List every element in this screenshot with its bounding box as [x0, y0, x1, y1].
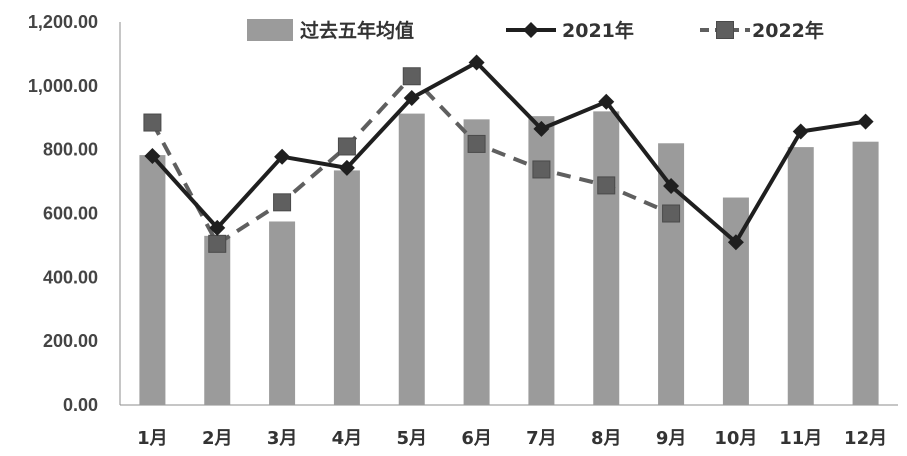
- legend: 过去五年均值 2021年 2022年: [247, 19, 824, 42]
- x-tick-label: 3月: [267, 428, 298, 449]
- series-2022-point: [143, 113, 162, 132]
- y-tick-label: 1,200.00: [28, 12, 98, 32]
- y-tick-label: 1,000.00: [28, 76, 98, 96]
- series-2022-point: [273, 193, 292, 212]
- legend-label-2022: 2022年: [752, 19, 824, 42]
- y-tick-label: 200.00: [43, 331, 98, 351]
- series-2021-point: [468, 54, 485, 71]
- line-series-group: [143, 54, 874, 253]
- bar-series-five-year-average: [139, 111, 879, 406]
- series-2021-point: [209, 219, 226, 236]
- series-2021-point: [338, 159, 355, 176]
- bar: [787, 147, 814, 405]
- y-tick-label: 600.00: [43, 204, 98, 224]
- series-2021-point: [144, 148, 161, 165]
- bar: [269, 221, 296, 405]
- bar: [852, 141, 879, 405]
- bar: [204, 235, 231, 405]
- x-tick-label: 12月: [844, 428, 887, 449]
- bar: [528, 116, 555, 405]
- y-tick-label: 800.00: [43, 140, 98, 160]
- series-2021-point: [274, 148, 291, 165]
- x-tick-label: 5月: [396, 428, 427, 449]
- legend-label-five-year-average: 过去五年均值: [300, 19, 414, 42]
- x-tick-label: 9月: [656, 428, 687, 449]
- bar: [398, 113, 425, 405]
- x-tick-label: 2月: [202, 428, 233, 449]
- series-2022-point: [208, 234, 227, 253]
- series-2022-point: [597, 176, 616, 195]
- series-2021-point: [727, 234, 744, 251]
- y-axis: 0.00 200.00 400.00 600.00 800.00 1,000.00 1,20…: [28, 12, 121, 415]
- series-2021-point: [663, 178, 680, 195]
- legend-swatch-five-year-average: [247, 19, 293, 41]
- series-2021-line: [150, 60, 866, 245]
- legend-swatch-2021-marker: [523, 22, 539, 38]
- series-2022-point: [402, 67, 421, 86]
- legend-swatch-2022-marker: [716, 21, 734, 39]
- x-tick-label: 6月: [461, 428, 492, 449]
- x-tick-label: 4月: [332, 428, 363, 449]
- series-2021-point: [857, 113, 874, 130]
- bar: [333, 170, 360, 405]
- series-2022-point: [662, 204, 681, 223]
- x-tick-label: 11月: [779, 428, 822, 449]
- x-tick-label: 10月: [714, 428, 757, 449]
- bar: [593, 111, 620, 405]
- y-tick-label: 400.00: [43, 267, 98, 287]
- x-axis: 1月 2月 3月 4月 5月 6月 7月 8月 9月 10月 11月 12月: [120, 404, 898, 449]
- x-tick-label: 8月: [591, 428, 622, 449]
- series-2021-point: [403, 89, 420, 106]
- series-2021-point: [533, 120, 550, 137]
- x-tick-label: 1月: [137, 428, 168, 449]
- legend-label-2021: 2021年: [562, 19, 634, 42]
- series-2022-point: [532, 160, 551, 179]
- y-tick-label: 0.00: [63, 395, 98, 415]
- series-2021-point: [792, 123, 809, 140]
- x-tick-label: 7月: [526, 428, 557, 449]
- bar: [463, 119, 490, 406]
- bar: [139, 155, 166, 405]
- series-2021-point: [598, 93, 615, 110]
- series-2022-point: [337, 137, 356, 156]
- series-2022-point: [467, 134, 486, 153]
